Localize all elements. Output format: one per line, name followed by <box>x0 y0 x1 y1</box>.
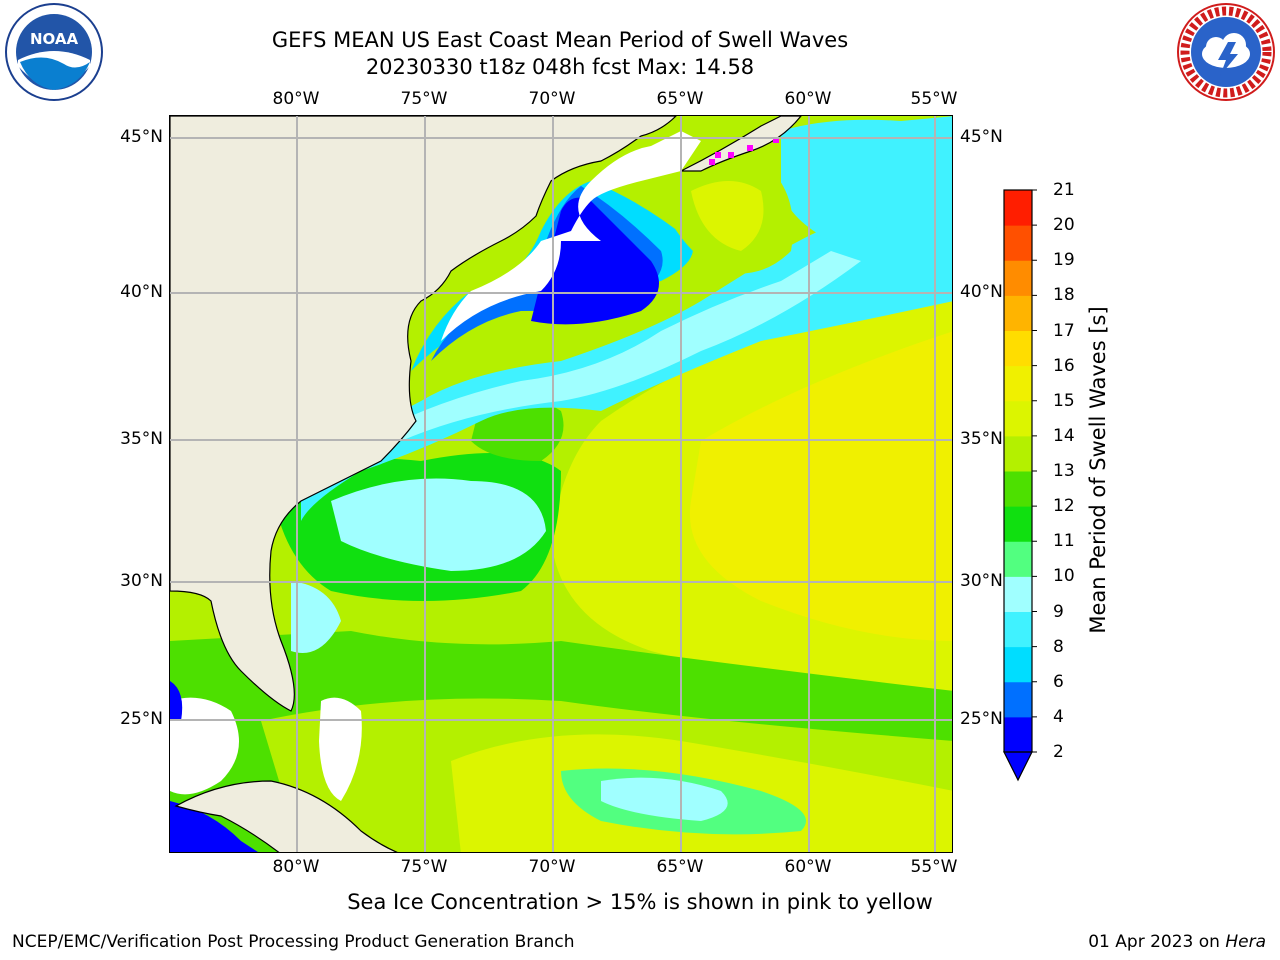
credit-branch: NCEP/EMC/Verification Post Processing Pr… <box>12 932 575 952</box>
credit-date-text: 01 Apr 2023 on <box>1088 932 1226 952</box>
gridlines <box>170 116 952 852</box>
colorbar-bin <box>1004 295 1032 331</box>
colorbar-label: 6 <box>1053 671 1064 692</box>
colorbar-label: 11 <box>1053 531 1075 552</box>
land-nova-scotia <box>680 116 802 172</box>
colorbar-title: Mean Period of Swell Waves [s] <box>1086 306 1110 634</box>
colorbar-bin <box>1004 365 1032 402</box>
colorbar-bin <box>1004 190 1032 226</box>
lat-label-right: 35°N <box>960 429 1003 449</box>
lat-label-left: 35°N <box>120 429 163 449</box>
colorbar-bin <box>1004 471 1032 507</box>
lon-label-top: 65°W <box>656 89 704 109</box>
colorbar-label: 20 <box>1053 215 1075 236</box>
sea-ice-cell <box>709 159 715 165</box>
colorbar-label: 14 <box>1053 425 1075 446</box>
lon-label-top: 55°W <box>910 89 958 109</box>
colorbar-label: 13 <box>1053 461 1075 481</box>
colorbar-label: 16 <box>1053 355 1075 376</box>
lat-label-right: 45°N <box>960 127 1003 147</box>
nws-logo <box>1177 3 1275 101</box>
colorbar-label: 18 <box>1053 285 1075 306</box>
colorbar-label: 15 <box>1053 390 1075 411</box>
lon-label-top: 75°W <box>400 89 448 109</box>
noaa-logo: NOAA <box>5 3 103 101</box>
lon-label-top: 80°W <box>272 89 320 109</box>
colorbar-bin <box>1004 506 1032 542</box>
period-contour-15s <box>689 331 952 641</box>
period-contour-9s-bight <box>331 478 546 571</box>
credit-machine: Hera <box>1225 932 1266 952</box>
colorbar-label: 19 <box>1053 250 1075 271</box>
period-contour-9s-shelf <box>361 251 861 441</box>
colorbar-label: 10 <box>1053 566 1075 587</box>
period-contour-9s-florida <box>291 581 341 653</box>
lon-label-bottom: 75°W <box>400 857 448 877</box>
no-data-region-caribbean <box>170 697 239 795</box>
period-contour-9s <box>601 777 728 821</box>
lat-label-left: 45°N <box>120 127 163 147</box>
colorbar-bin <box>1004 611 1032 648</box>
no-data-region <box>441 131 701 341</box>
colorbar-label: 17 <box>1053 320 1075 341</box>
lat-label-right: 30°N <box>960 571 1003 591</box>
lon-label-top: 60°W <box>784 89 832 109</box>
lon-label-bottom: 55°W <box>910 857 958 877</box>
lon-label-bottom: 70°W <box>528 857 576 877</box>
period-contour-13s-georges <box>691 181 764 251</box>
lat-label-left: 30°N <box>120 571 163 591</box>
footnote: Sea Ice Concentration > 15% is shown in … <box>347 890 933 914</box>
colorbar-bin <box>1004 330 1032 367</box>
sea-ice-cell <box>773 137 779 143</box>
colorbar-label: 21 <box>1053 180 1075 200</box>
land-cuba <box>174 780 398 852</box>
lon-label-bottom: 60°W <box>784 857 832 877</box>
colorbar-bin <box>1004 646 1032 683</box>
sea-ice-cell <box>747 145 753 151</box>
colorbar-bin <box>1004 435 1032 472</box>
sea-ice-cell <box>715 152 721 158</box>
chart-subtitle: 20230330 t18z 048h fcst Max: 14.58 <box>365 55 755 79</box>
lon-label-bottom: 80°W <box>272 857 320 877</box>
colorbar-label: 8 <box>1053 636 1064 657</box>
no-data-region-bahamas <box>319 697 362 801</box>
colorbar-label: 12 <box>1053 496 1075 517</box>
credit-date: 01 Apr 2023 on Hera <box>1088 932 1266 952</box>
lat-label-left: 25°N <box>120 709 163 729</box>
sea-ice-cell <box>728 152 734 158</box>
svg-text:NOAA: NOAA <box>30 30 79 48</box>
period-contour-8s-nova-scotia <box>781 116 952 241</box>
colorbar-label: 9 <box>1053 601 1064 622</box>
colorbar-extend-min <box>1003 751 1033 782</box>
colorbar-label: 4 <box>1053 706 1064 727</box>
colorbar-label: 2 <box>1053 742 1064 762</box>
lat-label-right: 25°N <box>960 709 1003 729</box>
lat-label-left: 40°N <box>120 282 163 302</box>
colorbar-bin <box>1004 260 1032 296</box>
map-panel <box>169 115 953 853</box>
deep-blue-gulf-west <box>170 681 183 721</box>
colorbar-bin <box>1004 681 1032 718</box>
colorbar-bin <box>1004 400 1032 437</box>
colorbar-bin <box>1004 541 1032 577</box>
colorbar-bin <box>1004 225 1032 261</box>
colorbar <box>1003 189 1037 782</box>
lon-label-top: 70°W <box>528 89 576 109</box>
lon-label-bottom: 65°W <box>656 857 704 877</box>
deep-blue-gulf <box>170 801 258 852</box>
colorbar-bin <box>1004 716 1032 753</box>
chart-title: GEFS MEAN US East Coast Mean Period of S… <box>271 28 849 52</box>
swell-period-map <box>170 116 952 852</box>
colorbar-bin <box>1004 576 1032 612</box>
lat-label-right: 40°N <box>960 282 1003 302</box>
